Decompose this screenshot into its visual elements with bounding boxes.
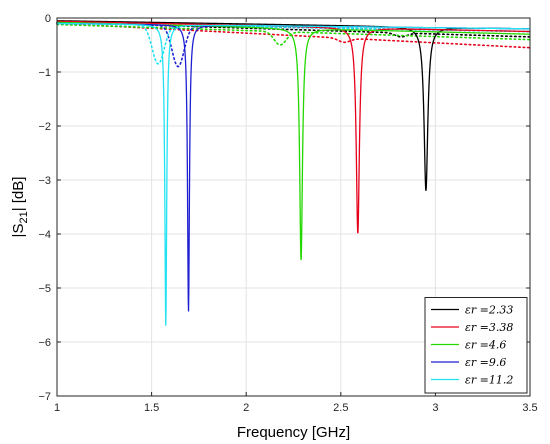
axis-ticks: 1 1.5 2 2.5 3 3.5 0 −1 −2 −3 −4 −5 −6 −7 bbox=[38, 13, 537, 414]
legend-label: εr =11.2 bbox=[465, 374, 513, 387]
y-tick-label: 0 bbox=[45, 13, 51, 25]
legend: εr =2.33 εr =3.38 εr =4.6 εr =9.6 εr =11.2 bbox=[424, 297, 528, 394]
x-axis-title: Frequency [GHz] bbox=[237, 424, 350, 441]
series-dotted-curve bbox=[56, 21, 531, 38]
legend-label: εr =4.6 bbox=[465, 339, 506, 352]
x-tick-label: 2 bbox=[243, 402, 249, 414]
plot-frame bbox=[56, 17, 531, 397]
series-dotted-curve bbox=[56, 23, 531, 46]
series-curve bbox=[56, 22, 530, 326]
series-curve bbox=[57, 20, 531, 191]
y-tick-label: −2 bbox=[38, 121, 51, 133]
y-tick-label: −7 bbox=[38, 391, 51, 403]
y-axis-title: |S21| [dB] bbox=[10, 177, 30, 238]
y-tick-label: −6 bbox=[38, 337, 51, 349]
y-tick-label: −5 bbox=[38, 283, 51, 295]
x-tick-label: 3.5 bbox=[522, 402, 537, 414]
y-tick-label: −3 bbox=[38, 175, 51, 187]
legend-label: εr =3.38 bbox=[465, 321, 513, 334]
legend-box bbox=[424, 297, 528, 394]
y-axis-title-tail: | [dB] bbox=[10, 177, 27, 212]
x-tick-label: 3 bbox=[432, 402, 438, 414]
series-dotted-curve bbox=[56, 22, 531, 49]
y-tick-label: −4 bbox=[38, 229, 51, 241]
x-tick-label: 1 bbox=[54, 402, 60, 414]
y-tick-label: −1 bbox=[38, 67, 51, 79]
x-tick-label: 2.5 bbox=[333, 402, 348, 414]
y-axis-title-subscript: 21 bbox=[18, 211, 30, 223]
series-curves bbox=[56, 20, 531, 326]
y-axis-title-main: |S bbox=[10, 224, 27, 238]
x-tick-label: 1.5 bbox=[144, 402, 159, 414]
legend-label: εr =2.33 bbox=[465, 304, 513, 317]
legend-label: εr =9.6 bbox=[465, 356, 506, 369]
